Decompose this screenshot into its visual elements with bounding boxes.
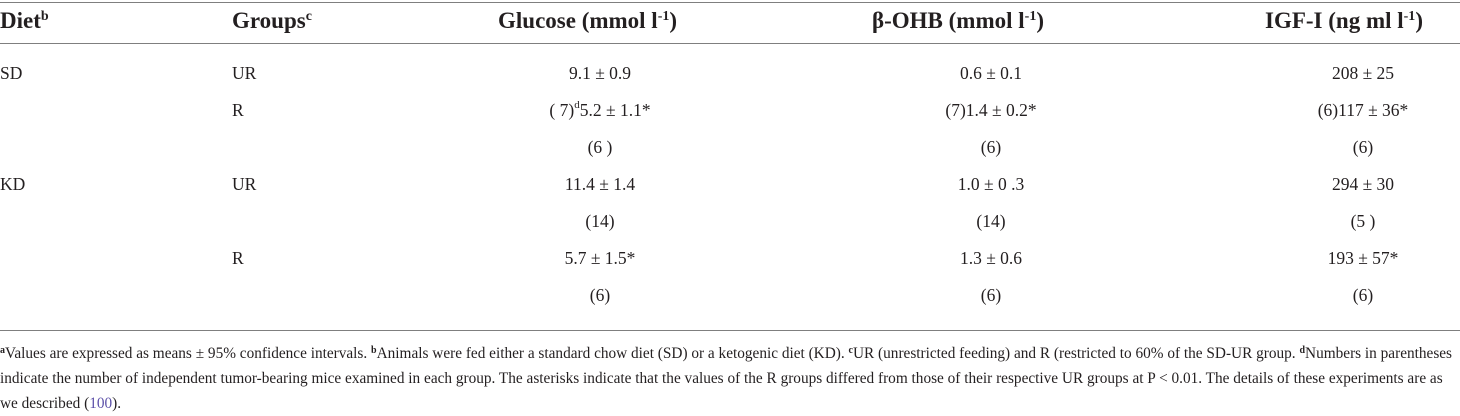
cell-glucose-count: (14) <box>585 211 615 231</box>
header-igf: IGF-I (ng ml l-1) <box>1265 8 1423 33</box>
cell-diet-sd: SD <box>0 63 23 83</box>
cell-group-r: R <box>232 100 244 120</box>
reference-link[interactable]: 100 <box>89 395 113 412</box>
cell-igf-count: (5 ) <box>1350 211 1376 231</box>
cell-igf: 193 ± 57* <box>1327 248 1399 268</box>
cell-igf: (6)117 ± 36* <box>1317 100 1409 120</box>
cell-glucose: 5.7 ± 1.5* <box>564 248 636 268</box>
cell-group-ur: UR <box>232 174 257 194</box>
header-ohb: β-OHB (mmol l-1) <box>872 8 1044 33</box>
cell-glucose: 11.4 ± 1.4 <box>564 174 636 194</box>
cell-group-r: R <box>232 248 244 268</box>
cell-ohb-count: (14) <box>976 211 1006 231</box>
cell-glucose-count: (6 ) <box>587 137 613 157</box>
header-diet: Dietb <box>0 8 49 33</box>
cell-ohb: 0.6 ± 0.1 <box>959 63 1023 83</box>
cell-igf-count: (6) <box>1352 137 1374 157</box>
cell-ohb: 1.3 ± 0.6 <box>959 248 1023 268</box>
cell-igf-count: (6) <box>1352 285 1374 305</box>
table-bottom-rule <box>0 330 1460 331</box>
cell-glucose: 9.1 ± 0.9 <box>568 63 632 83</box>
cell-diet-kd: KD <box>0 174 26 194</box>
table-footnotes: aValues are expressed as means ± 95% con… <box>0 345 1453 412</box>
cell-ohb: 1.0 ± 0 .3 <box>957 174 1025 194</box>
cell-glucose: ( 7)d5.2 ± 1.1* <box>549 99 651 120</box>
cell-ohb-count: (6) <box>980 285 1002 305</box>
cell-glucose-count: (6) <box>589 285 611 305</box>
cell-ohb-count: (6) <box>980 137 1002 157</box>
header-glucose: Glucose (mmol l-1) <box>498 8 678 33</box>
table-top-rule <box>0 2 1460 3</box>
header-groups: Groupsc <box>232 8 312 33</box>
cell-ohb: (7)1.4 ± 0.2* <box>945 100 1037 120</box>
cell-igf: 208 ± 25 <box>1331 63 1395 83</box>
cell-igf: 294 ± 30 <box>1331 174 1395 194</box>
cell-group-ur: UR <box>232 63 257 83</box>
header-rule <box>0 43 1460 44</box>
